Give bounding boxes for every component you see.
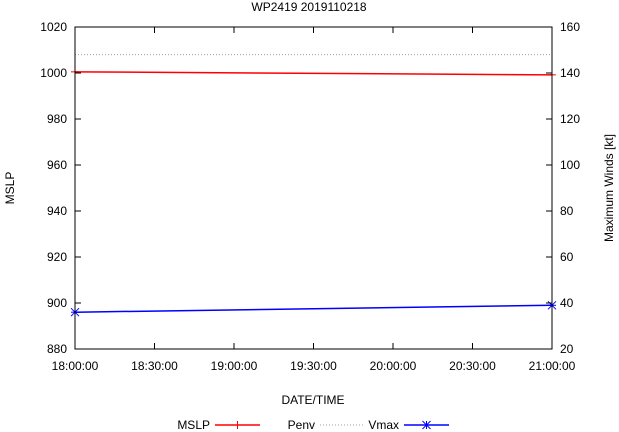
legend-marker-mslp bbox=[233, 421, 242, 429]
x-tick-label: 20:00:00 bbox=[370, 359, 417, 373]
x-axis-label: DATE/TIME bbox=[281, 393, 344, 407]
legend-marker-vmax bbox=[422, 420, 431, 430]
y-left-tick-label: 980 bbox=[47, 112, 67, 126]
y-left-tick-label: 960 bbox=[47, 158, 67, 172]
y-right-tick-label: 80 bbox=[560, 204, 574, 218]
y-left-tick-label: 880 bbox=[47, 342, 67, 356]
y-axis-left-label: MSLP bbox=[3, 172, 17, 205]
legend-label-penv: Penv bbox=[288, 418, 315, 432]
x-tick-label: 19:00:00 bbox=[211, 359, 258, 373]
x-tick-label: 18:30:00 bbox=[131, 359, 178, 373]
x-tick-label: 20:30:00 bbox=[449, 359, 496, 373]
y-right-tick-label: 20 bbox=[560, 342, 574, 356]
chart-title: WP2419 2019110218 bbox=[251, 0, 367, 14]
y-right-tick-label: 120 bbox=[560, 112, 580, 126]
y-left-tick-label: 900 bbox=[47, 296, 67, 310]
y-right-tick-label: 100 bbox=[560, 158, 580, 172]
y-left-tick-label: 1020 bbox=[40, 20, 67, 34]
x-tick-label: 21:00:00 bbox=[529, 359, 576, 373]
legend-label-mslp: MSLP bbox=[177, 418, 210, 432]
series-line-mslp bbox=[74, 71, 553, 76]
legend-label-vmax: Vmax bbox=[368, 418, 399, 432]
y-right-tick-label: 60 bbox=[560, 250, 574, 264]
y-axis-right-label: Maximum Winds [kt] bbox=[602, 134, 616, 242]
y-left-tick-label: 940 bbox=[47, 204, 67, 218]
x-tick-label: 18:00:00 bbox=[52, 359, 99, 373]
y-left-tick-label: 1000 bbox=[40, 66, 67, 80]
series-line-vmax bbox=[74, 304, 553, 313]
y-right-tick-label: 40 bbox=[560, 296, 574, 310]
y-right-tick-label: 160 bbox=[560, 20, 580, 34]
y-right-tick-label: 140 bbox=[560, 66, 580, 80]
legend: MSLP Penv Vmax bbox=[177, 418, 449, 432]
y-left-tick-label: 920 bbox=[47, 250, 67, 264]
x-tick-label: 19:30:00 bbox=[290, 359, 337, 373]
plot-border bbox=[74, 26, 553, 350]
